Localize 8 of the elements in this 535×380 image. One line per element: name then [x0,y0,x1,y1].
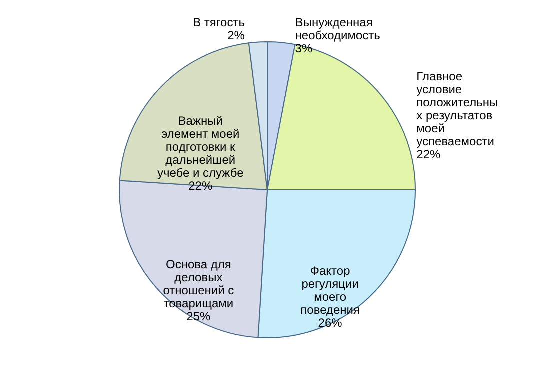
slice-label: Главное условие положительны х результатов моей успеваемости [416,70,498,149]
data-label: 26% [318,316,343,330]
data-label: 22% [416,148,441,162]
data-label: 2% [228,28,246,42]
slice-label: Вынужденная необходимость [295,16,380,43]
slice-label: Фактор регуляции моего поведения [300,264,360,317]
slice-label: Важный элемент моей подготовки к дальнейшей учебе и службе [157,114,244,180]
slice-label: В тягость [193,15,245,30]
